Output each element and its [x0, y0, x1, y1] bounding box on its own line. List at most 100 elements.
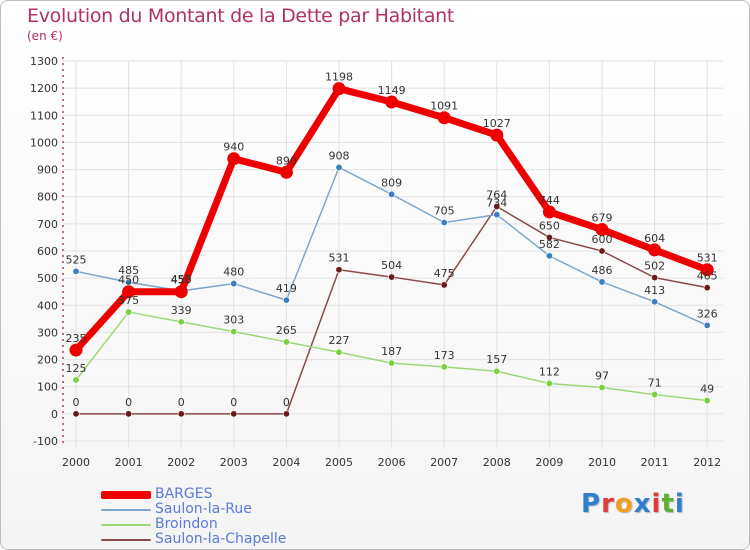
data-label: 0: [125, 396, 132, 409]
legend-item: Broindon: [101, 516, 401, 532]
data-label: 375: [118, 294, 139, 307]
data-label: 1198: [325, 71, 353, 84]
data-label: 1149: [378, 84, 406, 97]
data-point: [493, 367, 501, 375]
data-label: 303: [223, 314, 244, 327]
proxiti-logo: Proxiti: [581, 489, 685, 519]
data-point: [388, 190, 396, 198]
y-tick-label: 100: [37, 381, 58, 394]
data-label: 71: [648, 377, 662, 390]
y-tick-label: 700: [37, 218, 58, 231]
data-point: [651, 274, 659, 282]
data-label: 650: [539, 219, 560, 232]
unit-label: (en €): [27, 29, 63, 43]
data-label: 531: [329, 252, 350, 265]
data-point: [230, 410, 238, 418]
legend-item: BARGES: [101, 486, 401, 502]
data-point: [282, 410, 290, 418]
x-tick-label: 2001: [115, 456, 143, 469]
data-label: 453: [171, 273, 192, 286]
y-tick-label: 900: [37, 164, 58, 177]
data-label: 0: [73, 396, 80, 409]
data-label: 49: [700, 383, 714, 396]
data-label: 809: [381, 176, 402, 189]
legend-label: Broindon: [155, 516, 218, 532]
data-point: [335, 163, 343, 171]
data-label: 475: [434, 267, 455, 280]
data-point: [490, 128, 504, 142]
data-point: [648, 243, 662, 257]
data-label: 419: [276, 282, 297, 295]
data-label: 744: [539, 194, 560, 207]
data-point: [72, 410, 80, 418]
chart-title: Evolution du Montant de la Dette par Hab…: [27, 5, 455, 27]
data-point: [700, 263, 714, 277]
legend-item: Saulon-la-Chapelle: [101, 531, 401, 547]
x-tick-label: 2012: [693, 456, 721, 469]
legend-label: BARGES: [155, 486, 213, 502]
x-tick-label: 2009: [535, 456, 563, 469]
legend-swatch: [101, 509, 151, 511]
data-point: [598, 384, 606, 392]
data-point: [335, 266, 343, 274]
data-label: 339: [171, 304, 192, 317]
x-tick-label: 2006: [378, 456, 406, 469]
data-label: 582: [539, 238, 560, 251]
data-label: 600: [592, 233, 613, 246]
data-point: [598, 278, 606, 286]
data-point: [72, 376, 80, 384]
data-point: [122, 285, 136, 299]
data-point: [177, 410, 185, 418]
y-tick-label: 800: [37, 191, 58, 204]
data-label: 173: [434, 349, 455, 362]
data-label: 705: [434, 205, 455, 218]
legend-swatch: [101, 524, 151, 526]
data-label: 908: [329, 149, 350, 162]
y-tick-label: 500: [37, 272, 58, 285]
data-label: 0: [283, 396, 290, 409]
data-label: 764: [486, 188, 507, 201]
data-label: 157: [486, 353, 507, 366]
data-label: 112: [539, 365, 560, 378]
data-label: 97: [595, 370, 609, 383]
data-point: [332, 82, 346, 96]
x-tick-label: 2010: [588, 456, 616, 469]
data-point: [227, 152, 241, 166]
y-tick-label: 600: [37, 245, 58, 258]
x-tick-label: 2002: [167, 456, 195, 469]
data-label: 227: [329, 334, 350, 347]
data-label: 486: [592, 264, 613, 277]
data-point: [230, 328, 238, 336]
data-point: [493, 211, 501, 219]
data-point: [437, 111, 451, 125]
data-label: 531: [697, 252, 718, 265]
data-point: [69, 343, 83, 357]
data-point: [545, 252, 553, 260]
data-point: [440, 363, 448, 371]
data-label: 504: [381, 259, 402, 272]
x-tick-label: 2011: [641, 456, 669, 469]
data-point: [703, 321, 711, 329]
data-label: 265: [276, 324, 297, 337]
data-point: [545, 379, 553, 387]
data-point: [388, 359, 396, 367]
data-label: 450: [171, 274, 192, 287]
data-point: [174, 285, 188, 299]
data-point: [230, 280, 238, 288]
data-point: [388, 273, 396, 281]
data-label: 502: [644, 260, 665, 273]
x-tick-label: 2000: [62, 456, 90, 469]
x-tick-label: 2005: [325, 456, 353, 469]
data-point: [703, 284, 711, 292]
data-label: 485: [118, 264, 139, 277]
data-point: [545, 233, 553, 241]
y-tick-label: 1300: [30, 55, 58, 68]
legend-swatch: [101, 491, 151, 499]
x-tick-label: 2008: [483, 456, 511, 469]
data-point: [598, 247, 606, 255]
y-tick-label: 1100: [30, 109, 58, 122]
data-point: [335, 348, 343, 356]
data-label: 734: [486, 197, 507, 210]
